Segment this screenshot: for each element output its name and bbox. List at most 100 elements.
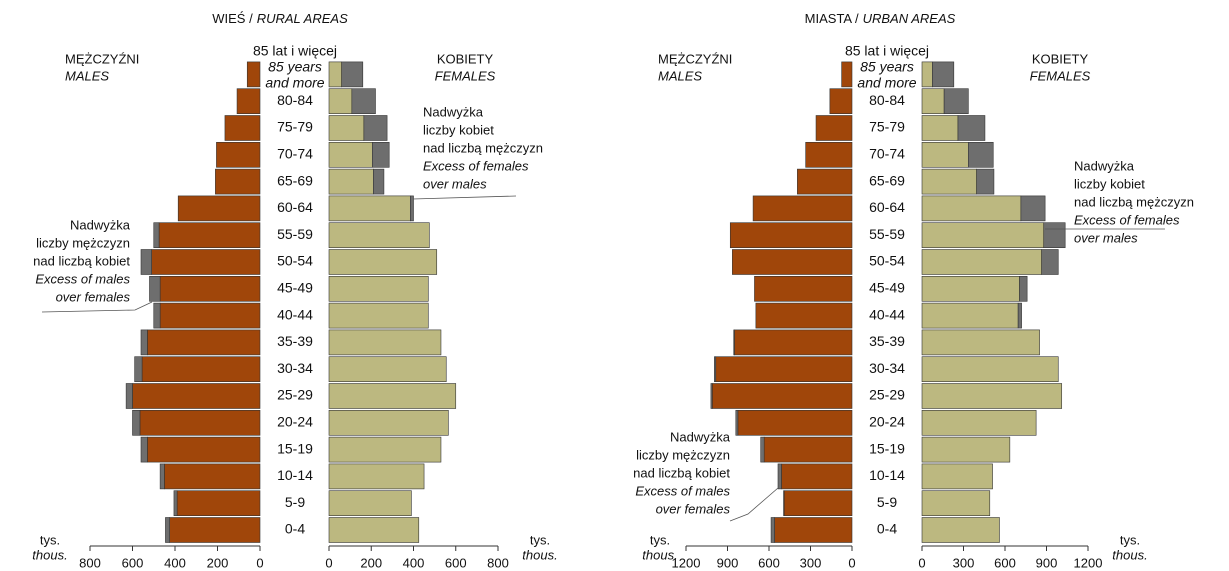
female-bar (921, 302, 1019, 329)
female-bar (921, 195, 1022, 222)
category-label: 35-39 (869, 333, 905, 349)
male-excess (733, 329, 735, 356)
female-excess (1043, 222, 1066, 248)
male-bar (732, 249, 853, 275)
category-label: and more (265, 75, 324, 91)
chart-title: WIEŚ / RURAL AREAS (212, 11, 348, 26)
category-label: 80-84 (277, 92, 313, 108)
male-bar (752, 195, 853, 222)
x-tick-label: 600 (122, 555, 144, 570)
annotation: liczby mężczyzn (636, 447, 730, 462)
male-bar (158, 222, 261, 248)
female-bar (921, 490, 991, 517)
female-bar (921, 463, 993, 490)
male-bar (159, 275, 261, 302)
female-excess (372, 142, 390, 168)
male-excess (140, 329, 148, 356)
male-bar (797, 168, 853, 195)
female-excess (976, 168, 995, 195)
male-bar (141, 356, 261, 383)
female-bar (328, 383, 457, 409)
male-bar (754, 275, 853, 302)
male-bar (755, 302, 853, 329)
male-bar (177, 195, 261, 222)
category-label: 60-64 (869, 199, 905, 215)
female-bar (328, 168, 374, 195)
female-bar (328, 463, 425, 490)
male-excess (710, 383, 713, 409)
male-bar (763, 436, 853, 463)
annotation: nad liczbą mężczyzn (1074, 194, 1194, 209)
x-tick-label: 400 (403, 555, 425, 570)
female-bar (921, 329, 1040, 356)
male-excess (714, 356, 717, 383)
category-label: 0-4 (877, 521, 897, 537)
male-excess (760, 436, 765, 463)
category-label: 5-9 (877, 494, 897, 510)
title-en: URBAN AREAS (863, 11, 956, 26)
male-excess (153, 302, 161, 329)
female-bar (328, 517, 420, 543)
male-bar (246, 61, 261, 88)
male-excess (159, 463, 165, 490)
x-tick-label: 1200 (1074, 555, 1103, 570)
male-bar (783, 490, 853, 517)
category-label: 70-74 (869, 146, 905, 162)
annotation: liczby kobiet (423, 122, 494, 137)
annotation: Nadwyżka (70, 217, 131, 232)
male-bar (151, 249, 261, 275)
axis-unit: thous. (522, 547, 557, 562)
x-tick-label: 0 (918, 555, 925, 570)
x-tick-label: 0 (256, 555, 263, 570)
male-excess (153, 222, 160, 248)
x-tick-label: 800 (79, 555, 101, 570)
female-bar (921, 88, 945, 114)
annotation: Nadwyżka (670, 429, 731, 444)
female-bar (921, 409, 1037, 436)
x-tick-label: 600 (445, 555, 467, 570)
male-excess (770, 517, 775, 543)
female-bar (921, 383, 1063, 409)
category-label: 25-29 (277, 387, 313, 403)
male-bar (132, 383, 261, 409)
category-label: 45-49 (277, 280, 313, 296)
female-excess (943, 88, 969, 114)
annotation: over females (56, 289, 131, 304)
male-bar (805, 142, 853, 168)
leader-line (729, 487, 779, 522)
category-label: 15-19 (869, 440, 905, 456)
category-label: 0-4 (285, 521, 305, 537)
category-label: 55-59 (277, 226, 313, 242)
male-bar (139, 409, 261, 436)
male-bar (781, 463, 853, 490)
category-label: 30-34 (869, 360, 905, 376)
chart-title: MIASTA / URBAN AREAS (805, 11, 956, 26)
annotation: nad liczbą kobiet (33, 253, 130, 268)
male-bar (841, 61, 853, 88)
category-label: 85 years (268, 59, 322, 75)
title-pl: MIASTA / (805, 11, 859, 26)
category-label: 60-64 (277, 199, 313, 215)
female-bar (921, 436, 1011, 463)
annotation: Excess of females (1074, 212, 1180, 227)
category-label: 65-69 (869, 172, 905, 188)
male-excess (165, 517, 170, 543)
axis-unit: thous. (642, 547, 677, 562)
female-bar (328, 222, 430, 248)
male-bar (737, 409, 853, 436)
male-bar (169, 517, 261, 543)
female-excess (410, 195, 414, 222)
female-excess (373, 168, 385, 195)
male-excess (149, 275, 161, 302)
female-bar (921, 275, 1020, 302)
female-bar (921, 61, 933, 88)
x-tick-label: 200 (360, 555, 382, 570)
x-tick-label: 1200 (672, 555, 701, 570)
male-bar (774, 517, 853, 543)
x-tick-label: 0 (848, 555, 855, 570)
female-bar (328, 409, 449, 436)
category-label: 75-79 (869, 119, 905, 135)
category-label: 20-24 (277, 414, 313, 430)
female-bar (921, 222, 1045, 248)
